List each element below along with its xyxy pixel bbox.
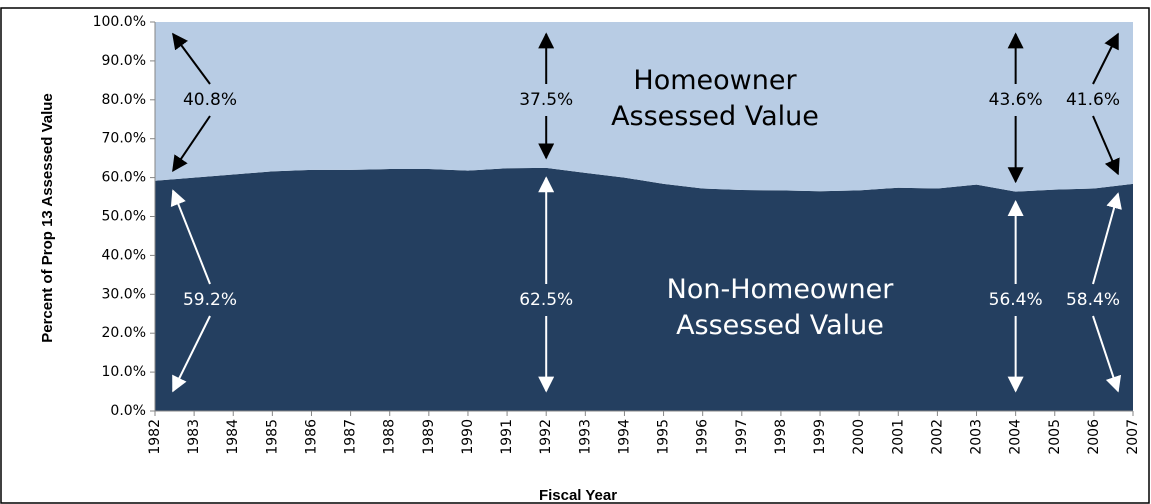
- x-tick-label: 1986: [303, 419, 319, 455]
- x-tick-label: 2001: [890, 419, 906, 455]
- x-tick-label: 1991: [499, 419, 515, 455]
- arrow: [172, 115, 211, 173]
- x-tick-label: 1990: [460, 419, 476, 455]
- arrow: [1092, 192, 1122, 285]
- arrow: [1092, 315, 1122, 393]
- y-tick-label: 100.0%: [93, 14, 146, 30]
- value-label: 56.4%: [989, 290, 1043, 310]
- y-tick-label: 90.0%: [102, 53, 146, 69]
- x-tick-label: 1984: [225, 419, 241, 455]
- y-tick-label: 0.0%: [110, 403, 146, 419]
- x-tick-label: 1997: [734, 419, 750, 455]
- x-tick-label: 1985: [264, 419, 280, 455]
- x-tick-label: 1992: [538, 419, 554, 455]
- x-tick-label: 2000: [851, 419, 867, 455]
- area: [155, 22, 1133, 192]
- arrow: [172, 32, 211, 85]
- value-label: 62.5%: [519, 290, 573, 310]
- x-tick-label: 1993: [577, 419, 593, 455]
- arrow: [170, 189, 211, 285]
- value-label: 37.5%: [519, 90, 573, 110]
- y-tick-label: 80.0%: [102, 92, 146, 108]
- series-label: Homeowner Assessed Value: [611, 65, 819, 132]
- x-axis-title: Fiscal Year: [539, 487, 617, 504]
- area: [155, 167, 1133, 411]
- value-label: 59.2%: [183, 290, 237, 310]
- x-tick-label: 1996: [695, 419, 711, 455]
- y-tick-label: 60.0%: [102, 170, 146, 186]
- y-tick-label: 20.0%: [102, 325, 146, 341]
- x-tick-label: 2002: [929, 419, 945, 455]
- x-tick-label: 1989: [421, 419, 437, 455]
- x-tick-label: 1988: [382, 419, 398, 455]
- arrow: [172, 315, 211, 393]
- y-tick-label: 70.0%: [102, 131, 146, 147]
- value-label: 40.8%: [183, 90, 237, 110]
- x-tick-label: 2003: [969, 419, 985, 455]
- value-label: 58.4%: [1066, 290, 1120, 310]
- arrow: [1092, 32, 1119, 85]
- x-tick-label: 1999: [812, 419, 828, 455]
- x-tick-label: 1982: [147, 419, 163, 455]
- y-axis-title: Percent of Prop 13 Assessed Value: [39, 93, 56, 343]
- x-tick-label: 2004: [1008, 419, 1024, 455]
- y-tick-label: 50.0%: [102, 209, 146, 225]
- value-label: 43.6%: [989, 90, 1043, 110]
- x-tick-label: 1987: [343, 419, 359, 455]
- arrow: [1092, 115, 1120, 176]
- y-tick-label: 40.0%: [102, 247, 146, 263]
- x-tick-label: 2006: [1086, 419, 1102, 455]
- y-tick-label: 30.0%: [102, 286, 146, 302]
- x-tick-label: 1998: [773, 419, 789, 455]
- series-label: Non-Homeowner Assessed Value: [666, 274, 894, 341]
- x-tick-label: 1994: [616, 419, 632, 455]
- y-tick-label: 10.0%: [102, 364, 146, 380]
- x-tick-label: 1983: [186, 419, 202, 455]
- x-tick-label: 1995: [656, 419, 672, 455]
- x-tick-label: 2007: [1125, 419, 1141, 455]
- value-label: 41.6%: [1066, 90, 1120, 110]
- x-tick-label: 2005: [1047, 419, 1063, 455]
